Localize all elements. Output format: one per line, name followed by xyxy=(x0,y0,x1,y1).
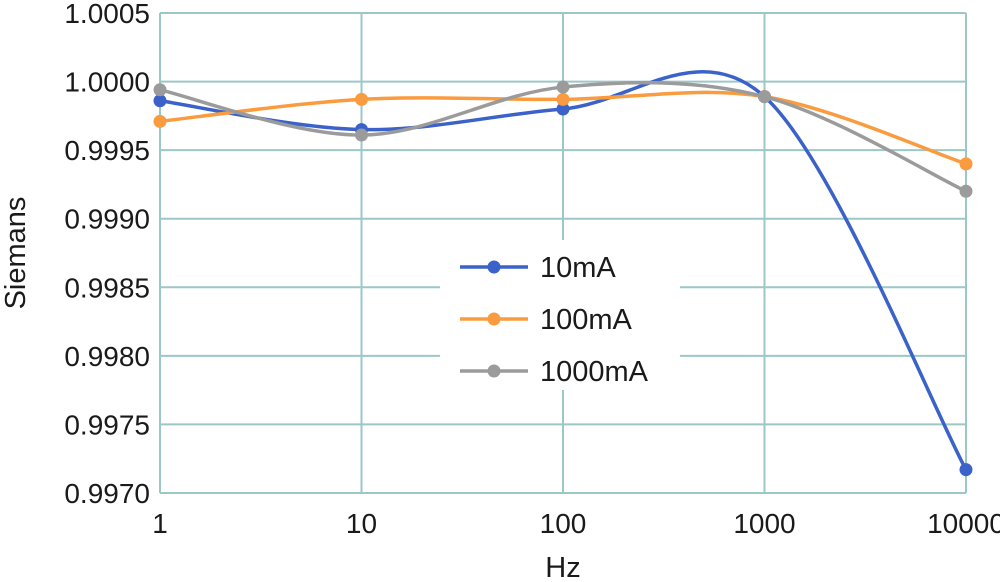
data-point xyxy=(959,463,973,477)
y-tick-label: 0.9985 xyxy=(64,272,150,303)
data-point xyxy=(153,114,167,128)
x-tick-label: 1000 xyxy=(733,508,795,539)
x-tick-label: 1 xyxy=(152,508,168,539)
legend: 10mA 100mA 1000mA xyxy=(440,240,680,390)
legend-swatch-marker xyxy=(487,364,501,378)
legend-background xyxy=(440,240,680,390)
data-point xyxy=(355,92,368,106)
legend-item: 10mA xyxy=(460,252,616,284)
y-tick-label: 0.9975 xyxy=(64,409,150,440)
y-tick-label: 1.0005 xyxy=(64,0,150,29)
y-tick-label: 0.9995 xyxy=(64,135,150,166)
x-tick-label: 100 xyxy=(540,508,587,539)
x-tick-label: 10000 xyxy=(927,508,1000,539)
y-tick-label: 0.9970 xyxy=(64,478,150,509)
data-point xyxy=(959,184,973,198)
data-point xyxy=(959,157,973,171)
y-tick-label: 0.9990 xyxy=(64,204,150,235)
data-point xyxy=(556,102,570,116)
x-axis-tick-labels: 1 10 100 1000 10000 xyxy=(152,508,1000,539)
data-point xyxy=(153,94,167,108)
legend-swatch-marker xyxy=(487,260,501,274)
series-line xyxy=(159,70,968,471)
x-axis-title: Hz xyxy=(545,552,580,582)
legend-item: 100mA xyxy=(460,304,633,336)
y-axis-title: Siemans xyxy=(0,197,32,310)
legend-label: 1000mA xyxy=(540,356,649,388)
y-tick-label: 0.9980 xyxy=(64,341,150,372)
data-point xyxy=(556,80,570,94)
legend-swatch-marker xyxy=(487,312,501,326)
y-axis-tick-labels: 0.9970 0.9975 0.9980 0.9985 0.9990 0.9995 1.00… xyxy=(64,0,150,509)
y-tick-label: 1.0000 xyxy=(64,67,150,98)
legend-label: 100mA xyxy=(540,304,633,336)
series-1000mA xyxy=(153,80,973,198)
data-point xyxy=(556,92,570,106)
series-layer xyxy=(153,70,973,477)
data-point xyxy=(153,83,167,97)
legend-item: 1000mA xyxy=(460,356,649,388)
x-tick-label: 10 xyxy=(346,508,377,539)
data-point xyxy=(758,90,771,104)
legend-label: 10mA xyxy=(540,252,616,284)
data-point xyxy=(355,128,368,142)
